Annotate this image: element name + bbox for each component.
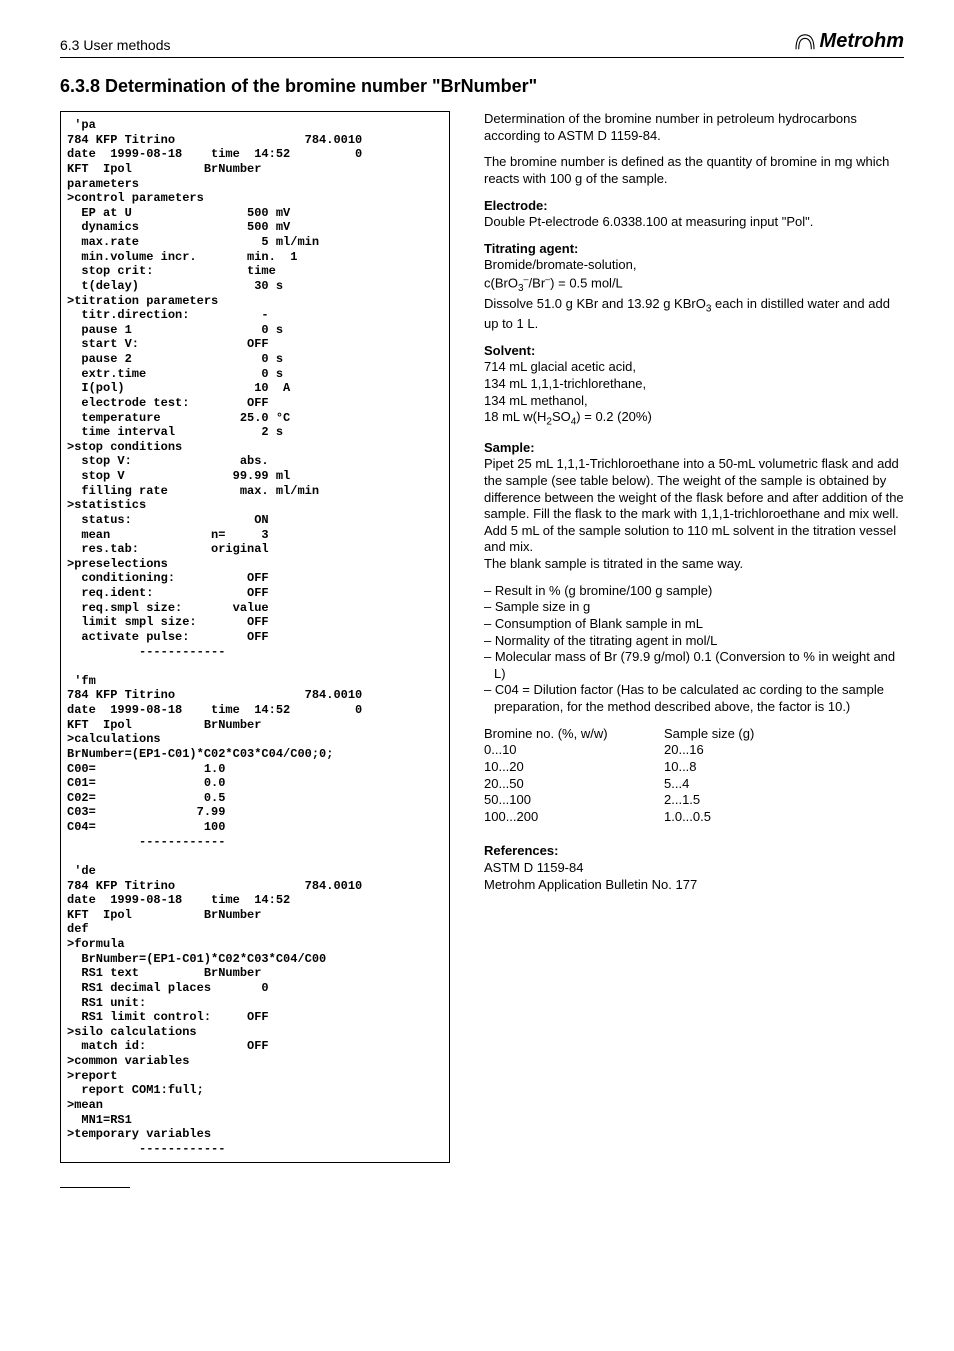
right-column: Determination of the bromine number in p… — [484, 111, 904, 1163]
sample-heading: Sample: — [484, 440, 904, 457]
table-cell: 50...100 — [484, 792, 654, 809]
solvent-l1: 714 mL glacial acetic acid, — [484, 359, 636, 374]
sample-p2: Add 5 mL of the sample solution to 110 m… — [484, 523, 896, 555]
titrating-text: Bromide/bromate-solution, c(BrO3–/Br–) =… — [484, 257, 904, 332]
reference-line: ASTM D 1159-84 — [484, 860, 904, 877]
result-item: – Result in % (g bromine/100 g sample) — [484, 583, 904, 600]
section-title: 6.3.8 Determination of the bromine numbe… — [60, 76, 904, 97]
table-cell: 10...8 — [664, 759, 754, 776]
table-cell: 2...1.5 — [664, 792, 754, 809]
table-cell: 5...4 — [664, 776, 754, 793]
table-cell: 10...20 — [484, 759, 654, 776]
solvent-l2: 134 mL 1,1,1-trichlorethane, — [484, 376, 646, 391]
table-header: Bromine no. (%, w/w) — [484, 726, 654, 743]
electrode-heading: Electrode: — [484, 198, 904, 215]
bromine-sample-table: Bromine no. (%, w/w) 0...10 10...20 20..… — [484, 726, 904, 826]
header-section: 6.3 User methods — [60, 37, 171, 53]
table-cell: 1.0...0.5 — [664, 809, 754, 826]
footer-rule — [60, 1187, 130, 1188]
table-cell: 100...200 — [484, 809, 654, 826]
table-cell: 20...16 — [664, 742, 754, 759]
sample-p3: The blank sample is titrated in the same… — [484, 556, 743, 571]
solvent-l3: 134 mL methanol, — [484, 393, 588, 408]
result-item: – Normality of the titrating agent in mo… — [484, 633, 904, 650]
reference-line: Metrohm Application Bulletin No. 177 — [484, 877, 904, 894]
sample-p1: Pipet 25 mL 1,1,1-Trichloroethane into a… — [484, 456, 904, 521]
content-columns: 'pa 784 KFP Titrino 784.0010 date 1999-0… — [60, 111, 904, 1163]
metrohm-logo-icon — [794, 33, 816, 51]
result-item: – Sample size in g — [484, 599, 904, 616]
table-header: Sample size (g) — [664, 726, 754, 743]
table-cell: 0...10 — [484, 742, 654, 759]
table-col2: Sample size (g) 20...16 10...8 5...4 2..… — [664, 726, 754, 826]
titrating-line3a: Dissolve 51.0 g KBr and 13.92 g KBrO — [484, 296, 706, 311]
brand: Metrohm — [794, 30, 904, 53]
titrating-line1: Bromide/bromate-solution, — [484, 257, 636, 272]
intro-text: Determination of the bromine number in p… — [484, 111, 904, 144]
table-cell: 20...50 — [484, 776, 654, 793]
solvent-heading: Solvent: — [484, 343, 904, 360]
electrode-text: Double Pt-electrode 6.0338.100 at measur… — [484, 214, 904, 231]
sample-text: Pipet 25 mL 1,1,1-Trichloroethane into a… — [484, 456, 904, 572]
table-col1: Bromine no. (%, w/w) 0...10 10...20 20..… — [484, 726, 654, 826]
left-column: 'pa 784 KFP Titrino 784.0010 date 1999-0… — [60, 111, 450, 1163]
references-heading: References: — [484, 843, 904, 860]
titrating-heading: Titrating agent: — [484, 241, 904, 258]
result-item: – C04 = Dilution factor (Has to be calcu… — [484, 682, 904, 715]
page-header: 6.3 User methods Metrohm — [60, 30, 904, 58]
definition-text: The bromine number is defined as the qua… — [484, 154, 904, 187]
results-list: – Result in % (g bromine/100 g sample) –… — [484, 583, 904, 716]
result-item: – Molecular mass of Br (79.9 g/mol) 0.1 … — [484, 649, 904, 682]
solvent-text: 714 mL glacial acetic acid, 134 mL 1,1,1… — [484, 359, 904, 429]
result-item: – Consumption of Blank sample in mL — [484, 616, 904, 633]
instrument-printout: 'pa 784 KFP Titrino 784.0010 date 1999-0… — [60, 111, 450, 1163]
brand-text: Metrohm — [820, 30, 904, 53]
